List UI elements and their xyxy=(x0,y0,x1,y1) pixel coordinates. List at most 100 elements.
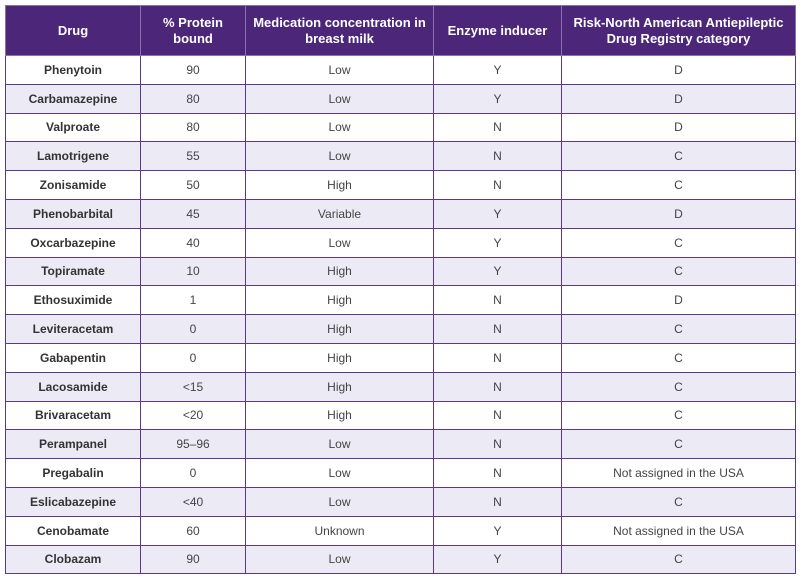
table-row: Gabapentin 0 High N C xyxy=(5,342,796,373)
table-cell: C xyxy=(561,429,796,460)
table-row: Zonisamide 50 High N C xyxy=(5,170,796,200)
table-cell: Low xyxy=(245,227,434,258)
table-cell: High xyxy=(245,314,434,344)
drug-name: Lamotrigene xyxy=(5,141,141,172)
table-cell: 55 xyxy=(140,141,246,172)
table-cell: High xyxy=(245,342,434,373)
table-cell: Y xyxy=(433,256,562,287)
table-cell: D xyxy=(561,198,796,229)
table-cell: N xyxy=(433,314,562,344)
table-cell: N xyxy=(433,429,562,460)
table-cell: C xyxy=(561,314,796,344)
table-cell: Y xyxy=(433,83,562,114)
drug-name: Eslicabazepine xyxy=(5,486,141,517)
table-cell: High xyxy=(245,400,434,431)
table-cell: 0 xyxy=(140,458,246,488)
table-cell: 0 xyxy=(140,342,246,373)
table-cell: Y xyxy=(433,55,562,85)
table-row: Cenobamate 60 Unknown Y Not assigned in the … xyxy=(5,515,796,546)
drug-name: Phenobarbital xyxy=(5,198,141,229)
table-container: Drug% Protein bound Medication concentrat… xyxy=(5,5,796,575)
table-cell: N xyxy=(433,112,562,143)
table-cell: 90 xyxy=(140,55,246,85)
table-cell: 10 xyxy=(140,256,246,287)
table-cell: High xyxy=(245,371,434,402)
table-cell: 80 xyxy=(140,112,246,143)
table-cell: 40 xyxy=(140,227,246,258)
drug-name: Ethosuximide xyxy=(5,285,141,316)
table-cell: Not assigned in the USA xyxy=(561,515,796,546)
table-cell: Y xyxy=(433,515,562,546)
table-row: Clobazam 90 Low Y C xyxy=(5,544,796,575)
table-cell: Low xyxy=(245,112,434,143)
table-cell: C xyxy=(561,486,796,517)
table-row: Pregabalin 0 Low N Not assigned in the USA xyxy=(5,458,796,488)
table-cell: Low xyxy=(245,458,434,488)
table-cell: Variable xyxy=(245,198,434,229)
table-cell: D xyxy=(561,83,796,114)
table-cell: Low xyxy=(245,55,434,85)
table-cell: N xyxy=(433,285,562,316)
table-row: Phenytoin 90 Low Y D xyxy=(5,55,796,85)
table-row: Perampanel 95–96 Low N C xyxy=(5,429,796,460)
drug-name: Gabapentin xyxy=(5,342,141,373)
table-cell: High xyxy=(245,285,434,316)
drug-name: Valproate xyxy=(5,112,141,143)
table-cell: C xyxy=(561,141,796,172)
table-cell: N xyxy=(433,342,562,373)
table-cell: 1 xyxy=(140,285,246,316)
drug-name: Zonisamide xyxy=(5,170,141,200)
table-cell: Unknown xyxy=(245,515,434,546)
table-body: Phenytoin 90 Low Y D Carbamazepine 80 Low Y D Valp… xyxy=(5,55,796,575)
table-cell: <40 xyxy=(140,486,246,517)
table-row: Phenobarbital 45 Variable Y D xyxy=(5,198,796,229)
header-cell: Risk-North American Antiepileptic Drug R… xyxy=(561,5,796,56)
table-cell: C xyxy=(561,400,796,431)
table-row: Leviteracetam 0 High N C xyxy=(5,314,796,344)
table-cell: Low xyxy=(245,429,434,460)
table-cell: N xyxy=(433,170,562,200)
table-cell: Y xyxy=(433,227,562,258)
table-row: Ethosuximide 1 High N D xyxy=(5,285,796,316)
table-cell: 60 xyxy=(140,515,246,546)
table-cell: Low xyxy=(245,141,434,172)
table-cell: C xyxy=(561,256,796,287)
table-cell: 95–96 xyxy=(140,429,246,460)
table-cell: D xyxy=(561,112,796,143)
table-cell: High xyxy=(245,256,434,287)
table-row: Oxcarbazepine 40 Low Y C xyxy=(5,227,796,258)
header-row: Drug% Protein bound Medication concentrat… xyxy=(5,5,796,56)
table-cell: C xyxy=(561,170,796,200)
table-cell: <15 xyxy=(140,371,246,402)
table-cell: 90 xyxy=(140,544,246,575)
table-cell: N xyxy=(433,400,562,431)
table-cell: N xyxy=(433,141,562,172)
table-row: Eslicabazepine <40 Low N C xyxy=(5,486,796,517)
drug-name: Topiramate xyxy=(5,256,141,287)
drug-name: Pregabalin xyxy=(5,458,141,488)
table-cell: Y xyxy=(433,544,562,575)
table-row: Lamotrigene 55 Low N C xyxy=(5,141,796,172)
drug-name: Phenytoin xyxy=(5,55,141,85)
table-cell: Y xyxy=(433,198,562,229)
table-cell: D xyxy=(561,285,796,316)
table-row: Valproate 80 Low N D xyxy=(5,112,796,143)
table-cell: 45 xyxy=(140,198,246,229)
header-cell: Enzyme inducer xyxy=(433,5,562,56)
table-row: Topiramate 10 High Y C xyxy=(5,256,796,287)
table-cell: High xyxy=(245,170,434,200)
header-cell: % Protein bound xyxy=(140,5,246,56)
table-row: Carbamazepine 80 Low Y D xyxy=(5,83,796,114)
drug-name: Oxcarbazepine xyxy=(5,227,141,258)
table-cell: C xyxy=(561,544,796,575)
table-cell: Not assigned in the USA xyxy=(561,458,796,488)
table-cell: 80 xyxy=(140,83,246,114)
table-cell: 0 xyxy=(140,314,246,344)
drug-name: Leviteracetam xyxy=(5,314,141,344)
drug-table: Drug% Protein bound Medication concentrat… xyxy=(5,5,796,575)
drug-name: Lacosamide xyxy=(5,371,141,402)
table-row: Lacosamide <15 High N C xyxy=(5,371,796,402)
table-cell: Low xyxy=(245,83,434,114)
drug-name: Cenobamate xyxy=(5,515,141,546)
